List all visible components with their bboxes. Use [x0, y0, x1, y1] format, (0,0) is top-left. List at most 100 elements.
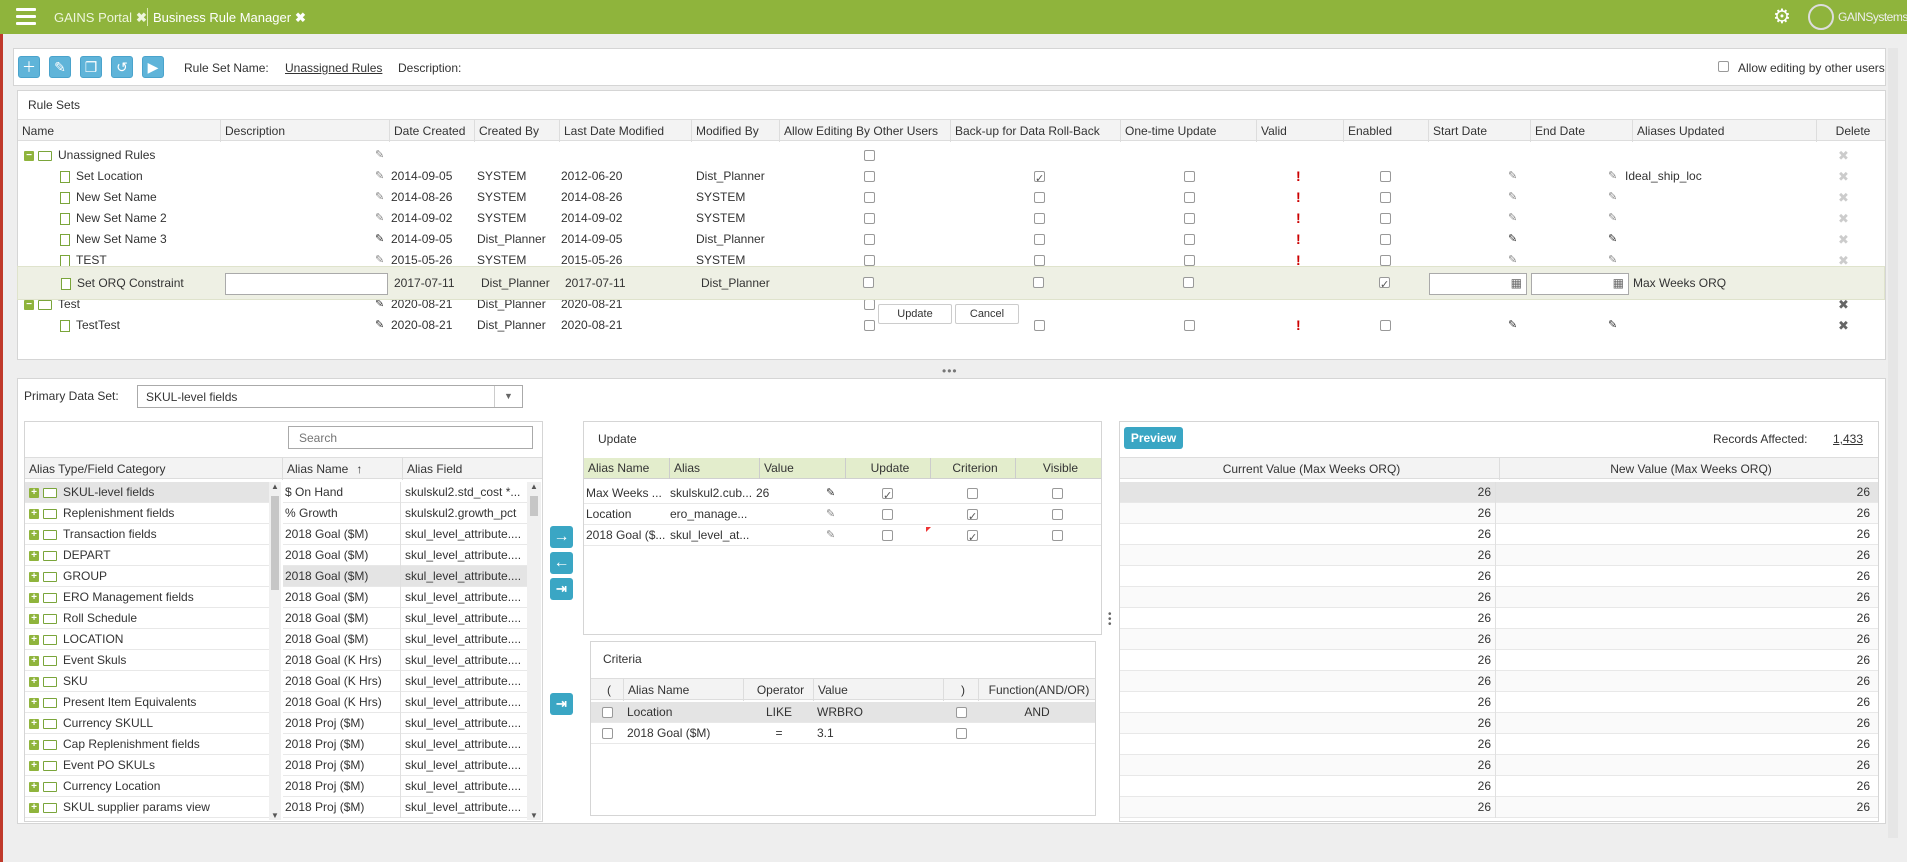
col-alias-type[interactable]: Alias Type/Field Category [25, 458, 283, 480]
delete-icon[interactable]: ✖ [1838, 297, 1849, 312]
pencil-icon[interactable]: ✎ [375, 319, 385, 331]
backup-checkbox[interactable] [1034, 213, 1045, 225]
alias-row[interactable]: 2018 Proj ($M) skul_level_attribute.... [283, 776, 527, 797]
col-function[interactable]: Function(AND/OR) [988, 683, 1090, 697]
tab-business-rule-manager[interactable]: Business Rule Manager ✖ [153, 10, 306, 26]
cancel-button[interactable]: Cancel [955, 304, 1019, 324]
table-row[interactable]: New Set Name 2 ✎ 2014-09-02 SYSTEM 2014-… [18, 208, 1885, 229]
criterion-checkbox[interactable] [967, 488, 978, 500]
delete-icon[interactable]: ✖ [1838, 318, 1849, 333]
col-value[interactable]: Value [760, 458, 846, 479]
category-item[interactable]: + SKUL-level fields [25, 482, 270, 503]
pencil-icon[interactable]: ✎ [1608, 212, 1618, 224]
start-date-input[interactable]: ▦ [1429, 273, 1527, 295]
pencil-icon[interactable]: ✎ [375, 298, 385, 310]
allow-editing-checkbox[interactable] [1718, 61, 1729, 72]
col-backup[interactable]: Back-up for Data Roll-Back [951, 120, 1121, 142]
visible-checkbox[interactable] [1052, 488, 1063, 500]
add-icon[interactable]: ＋ [18, 56, 40, 78]
expand-icon[interactable]: + [29, 508, 39, 519]
hamburger-menu-icon[interactable] [16, 8, 36, 25]
pencil-icon[interactable]: ✎ [1508, 170, 1518, 182]
close-icon[interactable]: ✖ [136, 10, 147, 25]
col-visible[interactable]: Visible [1042, 461, 1079, 475]
pencil-icon[interactable]: ✎ [375, 212, 385, 224]
col-valid[interactable]: Valid [1257, 120, 1344, 142]
expand-icon[interactable]: + [29, 781, 39, 792]
table-row[interactable]: TestTest ✎ 2020-08-21 Dist_Planner 2020-… [18, 315, 1885, 335]
category-item[interactable]: + Event Skuls [25, 650, 270, 671]
close-paren-checkbox[interactable] [956, 707, 967, 719]
pencil-icon[interactable]: ✎ [375, 233, 385, 245]
chevron-down-icon[interactable]: ▼ [494, 386, 522, 407]
alias-row[interactable]: 2018 Proj ($M) skul_level_attribute.... [283, 797, 527, 818]
col-alias-field[interactable]: Alias Field [407, 462, 463, 476]
table-row[interactable]: New Set Name ✎ 2014-08-26 SYSTEM 2014-08… [18, 187, 1885, 208]
preview-button[interactable]: Preview [1124, 427, 1183, 449]
value[interactable]: WRBRO [817, 705, 863, 719]
table-row[interactable]: 2018 Goal ($... skul_level_at... ✎ [584, 525, 1101, 546]
copy-icon[interactable]: ❐ [80, 56, 102, 78]
alias-row[interactable]: 2018 Goal ($M) skul_level_attribute.... [283, 608, 527, 629]
table-row[interactable]: 2018 Goal ($M) = 3.1 [591, 723, 1095, 744]
one-time-checkbox[interactable] [1184, 171, 1195, 183]
alias-row[interactable]: 2018 Proj ($M) skul_level_attribute.... [283, 755, 527, 776]
category-item[interactable]: + GROUP [25, 566, 270, 587]
alias-row[interactable]: 2018 Proj ($M) skul_level_attribute.... [283, 713, 527, 734]
allow-editing-checkbox[interactable] [864, 192, 875, 204]
pencil-icon[interactable]: ✎ [1608, 170, 1618, 182]
vertical-splitter-handle[interactable]: • • • [1108, 609, 1112, 630]
expand-icon[interactable]: + [29, 613, 39, 624]
alias-row[interactable]: 2018 Goal (K Hrs) skul_level_attribute...… [283, 692, 527, 713]
pencil-icon[interactable]: ✎ [1608, 254, 1618, 266]
function[interactable]: AND [1024, 705, 1050, 719]
sort-up-icon[interactable]: ↑ [356, 462, 363, 476]
delete-icon[interactable]: ✖ [1838, 232, 1849, 247]
alias-row[interactable]: 2018 Goal ($M) skul_level_attribute.... [283, 524, 527, 545]
expand-icon[interactable]: + [29, 571, 39, 582]
alias-row[interactable]: 2018 Goal (K Hrs) skul_level_attribute...… [283, 671, 527, 692]
expand-icon[interactable]: + [29, 634, 39, 645]
one-time-checkbox[interactable] [1184, 255, 1195, 267]
pencil-icon[interactable]: ✎ [1508, 191, 1518, 203]
backup-checkbox[interactable] [1034, 255, 1045, 267]
col-allow-editing[interactable]: Allow Editing By Other Users [780, 120, 951, 142]
records-affected-value[interactable]: 1,433 [1833, 432, 1864, 446]
category-scrollbar[interactable]: ▲ ▼ [269, 482, 281, 820]
primary-data-set-select[interactable]: SKUL-level fields ▼ [137, 385, 523, 408]
alias-row[interactable]: 2018 Goal ($M) skul_level_attribute.... [283, 629, 527, 650]
alias-row[interactable]: 2018 Goal ($M) skul_level_attribute.... [283, 566, 527, 587]
enabled-checkbox[interactable] [1380, 234, 1391, 246]
category-item[interactable]: + Cap Replenishment fields [25, 734, 270, 755]
table-row[interactable]: Location ero_manage... ✎ [584, 504, 1101, 525]
update-button[interactable]: Update [878, 304, 952, 324]
category-item[interactable]: + Present Item Equivalents [25, 692, 270, 713]
enabled-checkbox[interactable] [1380, 320, 1391, 332]
collapse-icon[interactable]: − [24, 150, 34, 161]
expand-icon[interactable]: + [29, 529, 39, 540]
category-item[interactable]: + Roll Schedule [25, 608, 270, 629]
enabled-checkbox[interactable] [1380, 171, 1391, 183]
tab-gains-portal[interactable]: GAINS Portal ✖ [54, 10, 147, 26]
close-icon[interactable]: ✖ [295, 10, 306, 25]
calendar-icon[interactable]: ▦ [1510, 276, 1522, 290]
expand-icon[interactable]: + [29, 697, 39, 708]
close-paren-checkbox[interactable] [956, 728, 967, 740]
category-item[interactable]: + Currency SKULL [25, 713, 270, 734]
expand-icon[interactable]: + [29, 739, 39, 750]
expand-icon[interactable]: + [29, 802, 39, 813]
enabled-checkbox[interactable] [1379, 275, 1390, 293]
pencil-icon[interactable]: ✎ [375, 254, 385, 266]
pencil-icon[interactable]: ✎ [826, 529, 836, 541]
delete-icon[interactable]: ✖ [1838, 190, 1849, 205]
alias-row[interactable]: $ On Hand skulskul2.std_cost *... [283, 482, 527, 503]
pencil-icon[interactable]: ✎ [1608, 233, 1618, 245]
pencil-icon[interactable]: ✎ [1508, 233, 1518, 245]
alias-row[interactable]: 2018 Goal ($M) skul_level_attribute.... [283, 587, 527, 608]
add-to-update-icon[interactable]: ⇥ [550, 578, 573, 600]
alias-row[interactable]: 2018 Goal ($M) skul_level_attribute.... [283, 545, 527, 566]
open-paren-checkbox[interactable] [602, 707, 613, 719]
allow-editing-checkbox[interactable] [864, 255, 875, 267]
enabled-checkbox[interactable] [1380, 213, 1391, 225]
update-checkbox[interactable] [882, 509, 893, 521]
